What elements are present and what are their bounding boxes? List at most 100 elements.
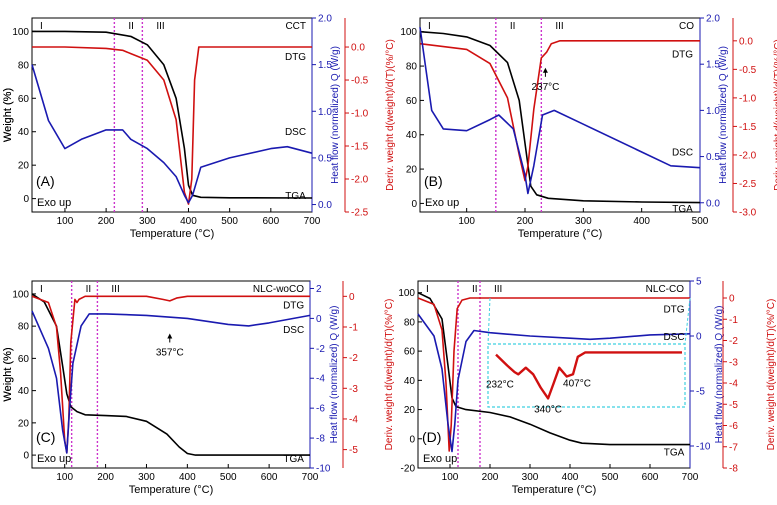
region-label: I: [40, 21, 43, 32]
y2-tick-label: -10: [316, 464, 331, 475]
y3-tick-label: -3.0: [739, 208, 757, 219]
y3-tick-label: -1.0: [351, 109, 369, 120]
y3-tick-label: -1.0: [739, 93, 757, 104]
peak-arrow-head: [167, 333, 173, 339]
x-tick-label: 500: [220, 472, 237, 483]
y3-tick-label: -6: [729, 421, 738, 432]
x-tick-label: 200: [97, 472, 114, 483]
y-axis-title: Weight (%): [2, 347, 14, 401]
y-tick-label: 60: [18, 354, 30, 365]
region-label: I: [428, 21, 431, 32]
y-tick-label: 60: [404, 347, 416, 358]
y-tick-label: 80: [18, 322, 30, 333]
y3-axis-title: Deriv. weight d(weight)/d(T)(%/°C): [766, 299, 777, 451]
sample-name: CO: [679, 21, 694, 32]
curve-label-tga: TGA: [664, 447, 685, 458]
y3-tick-label: -8: [729, 464, 738, 475]
y-tick-label: 100: [12, 289, 29, 300]
dsc-curve: [419, 27, 701, 195]
y2-tick-label: 1.0: [706, 106, 720, 117]
y2-tick-label: -5: [696, 387, 705, 398]
dtg-curve: [32, 46, 312, 205]
y-tick-label: 40: [18, 127, 30, 138]
y3-tick-label: -2.0: [739, 150, 757, 161]
y-tick-label: 20: [404, 405, 416, 416]
sample-name: NLC-CO: [646, 284, 685, 295]
curve-label-dsc: DSC: [283, 325, 304, 336]
panel-label: (B): [424, 173, 443, 189]
y2-axis-title: Heat flow (normalized) Q (W/g): [718, 46, 729, 184]
y3-axis-title: Deriv. weight d(weight)/d(T)(%/°C): [773, 39, 777, 191]
y2-tick-label: 0.5: [318, 153, 332, 164]
sample-name: CCT: [285, 21, 306, 32]
region-label: III: [111, 284, 119, 295]
dtg-curve: [417, 297, 690, 452]
y2-tick-label: 5: [696, 277, 702, 288]
y2-tick-label: 0: [696, 332, 702, 343]
y-tick-label: 80: [404, 317, 416, 328]
y3-tick-label: -2.5: [739, 179, 757, 190]
sample-name: NLC-woCO: [253, 284, 304, 295]
dsc-curve: [31, 310, 311, 454]
panel-label: (D): [422, 429, 441, 445]
y2-axis-title: Heat flow (normalized) Q (W/g): [329, 306, 340, 444]
y2-tick-label: 2.0: [706, 14, 720, 25]
x-tick-label: 100: [458, 216, 475, 227]
y2-tick-label: -2: [316, 344, 325, 355]
region-label: III: [555, 21, 563, 32]
y3-tick-label: -2: [349, 353, 358, 364]
region-label: II: [472, 284, 478, 295]
tga-curve: [419, 30, 701, 204]
y2-tick-label: 1.5: [706, 60, 720, 71]
y-tick-label: 0: [409, 434, 415, 445]
x-tick-label: 200: [517, 216, 534, 227]
y3-tick-label: -5: [729, 400, 738, 411]
y-tick-label: 40: [18, 386, 30, 397]
exo-up-label: Exo up: [37, 453, 71, 465]
curve-label-dtg: DTG: [672, 50, 693, 61]
x-tick-label: 300: [139, 216, 156, 227]
y-tick-label: 80: [406, 62, 418, 73]
inset-connector: [684, 297, 691, 345]
tga-curve: [32, 30, 313, 199]
y-tick-label: 40: [404, 376, 416, 387]
y-tick-label: 80: [18, 60, 30, 71]
x-tick-label: 400: [562, 472, 579, 483]
y3-tick-label: -2.0: [351, 175, 369, 186]
curve-label-dtg: DTG: [663, 304, 684, 315]
y3-axis-title: Deriv. weight d(weight)/d(T)(%/°C): [385, 39, 396, 191]
y-axis-title: Weight (%): [2, 347, 14, 401]
x-tick-label: 200: [98, 216, 115, 227]
y3-tick-label: -3: [729, 357, 738, 368]
y2-tick-label: -6: [316, 404, 325, 415]
y-axis-title: Weight (%): [2, 88, 14, 142]
x-tick-label: 500: [221, 216, 238, 227]
y2-tick-label: 0.0: [706, 198, 720, 209]
region-label: III: [494, 284, 502, 295]
region-label: II: [128, 21, 134, 32]
y3-tick-label: 0: [729, 294, 735, 305]
curve-label-dtg: DTG: [283, 301, 304, 312]
x-tick-label: 700: [682, 472, 699, 483]
region-label: II: [510, 21, 516, 32]
peak-arrow-head: [542, 67, 548, 73]
panel-label: (C): [36, 429, 55, 445]
y2-tick-label: -8: [316, 434, 325, 445]
y2-axis-title: Heat flow (normalized) Q (W/g): [330, 46, 341, 184]
y3-tick-label: -0.5: [739, 65, 757, 76]
dsc-curve: [31, 64, 313, 204]
inset-peak-label: 340°C: [534, 404, 562, 415]
region-label: II: [86, 284, 92, 295]
x-tick-label: 700: [302, 472, 319, 483]
y-tick-label: 100: [400, 27, 417, 38]
y-tick-label: 60: [406, 96, 418, 107]
x-axis-title: Temperature (°C): [130, 228, 214, 240]
x-tick-label: 400: [633, 216, 650, 227]
x-tick-label: 300: [522, 472, 539, 483]
y-tick-label: 60: [18, 94, 30, 105]
y3-tick-label: -1: [349, 322, 358, 333]
y2-tick-label: 2.0: [318, 14, 332, 25]
y3-tick-label: -1.5: [351, 142, 369, 153]
